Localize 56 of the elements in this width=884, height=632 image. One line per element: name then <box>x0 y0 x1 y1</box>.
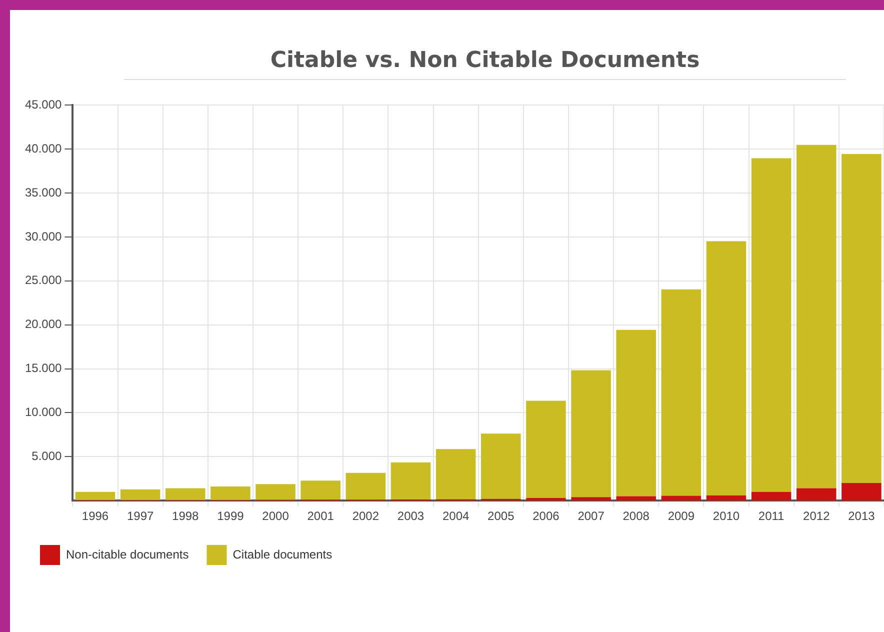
y-tick-label: 25.000 <box>25 273 62 288</box>
bar <box>436 449 476 500</box>
y-tick-label: 5.000 <box>32 448 62 463</box>
bar <box>571 497 611 501</box>
y-tick-label: 45.000 <box>25 98 62 112</box>
legend-label: Non-citable documents <box>66 547 189 562</box>
legend-label: Citable documents <box>232 547 332 562</box>
y-tick-label: 10.000 <box>25 405 62 420</box>
bar <box>796 144 836 488</box>
x-tick-label: 2000 <box>262 509 290 524</box>
bar <box>616 496 656 501</box>
bar <box>842 483 882 501</box>
y-tick-label: 30.000 <box>25 229 62 244</box>
x-tick-label: 2010 <box>712 509 740 524</box>
y-tick-label: 15.000 <box>25 361 62 376</box>
bar <box>526 400 566 498</box>
bar <box>751 492 792 501</box>
x-tick-label: 2005 <box>488 509 515 524</box>
x-tick-label: 2011 <box>758 509 785 524</box>
x-tick-label: 2003 <box>397 509 424 524</box>
x-tick-label: 2007 <box>578 509 605 524</box>
bar <box>256 484 296 500</box>
x-tick-label: 2001 <box>307 509 334 524</box>
bar <box>526 498 566 501</box>
bar <box>751 158 792 492</box>
bar <box>300 480 340 500</box>
bar <box>796 488 836 501</box>
bar <box>842 154 882 484</box>
x-tick-label: 2012 <box>803 509 830 524</box>
x-tick-label: 2006 <box>532 509 560 524</box>
bar <box>706 495 746 501</box>
bar <box>75 492 116 500</box>
x-tick-label: 2008 <box>622 509 650 524</box>
x-tick-label: 1998 <box>172 509 200 524</box>
bar <box>706 241 746 496</box>
bar <box>346 472 386 500</box>
chart-title: Citable vs. Non Citable Documents <box>124 48 846 80</box>
bar <box>120 489 160 500</box>
x-tick-label: 1996 <box>82 509 109 524</box>
bar <box>390 462 431 500</box>
x-tick-label: 2009 <box>668 509 695 524</box>
bar <box>166 488 206 500</box>
bar <box>210 486 250 500</box>
x-tick-label: 2013 <box>848 509 876 524</box>
y-tick-label: 35.000 <box>25 185 62 200</box>
y-tick-label: 20.000 <box>25 317 62 332</box>
bar <box>481 434 521 499</box>
bar <box>616 330 656 496</box>
bar <box>571 370 611 498</box>
bar <box>661 496 702 501</box>
x-tick-label: 2002 <box>352 509 380 524</box>
bar <box>661 289 702 496</box>
x-tick-label: 1999 <box>217 509 244 524</box>
y-tick-label: 40.000 <box>25 141 62 156</box>
x-tick-label: 2004 <box>442 509 470 524</box>
x-tick-label: 1997 <box>126 509 154 524</box>
